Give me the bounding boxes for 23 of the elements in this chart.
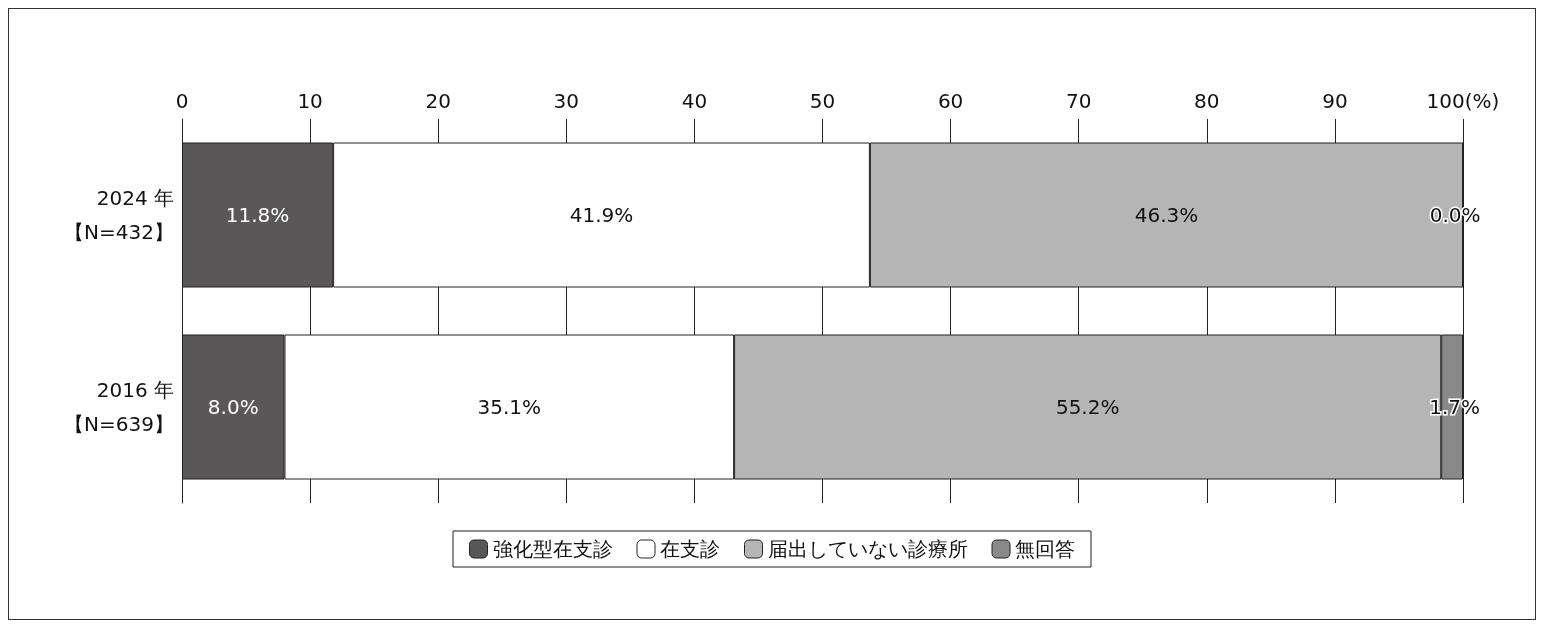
legend-label: 無回答 [1015, 537, 1075, 561]
data-label: 35.1% [477, 395, 542, 419]
x-tick-label: 0 [175, 89, 189, 113]
x-tick-label: 30 [553, 89, 580, 113]
legend-label: 在支診 [660, 537, 720, 561]
x-tick-label: 20 [425, 89, 451, 113]
x-tick-label: 10 [297, 89, 323, 113]
x-tick-label: 100(%) [1426, 89, 1500, 113]
x-tick-label: 90 [1322, 89, 1348, 113]
data-label: 11.8% [225, 203, 290, 227]
legend-label: 強化型在支診 [492, 537, 613, 561]
data-label: 46.3% [1134, 203, 1199, 227]
y-tick-label: 2016 年【N=639】 [64, 378, 174, 436]
x-tick-label: 80 [1194, 89, 1220, 113]
x-tick-label: 70 [1065, 89, 1092, 113]
x-tick-label: 40 [681, 89, 708, 113]
data-label: 55.2% [1055, 395, 1120, 419]
data-label: 8.0% [207, 395, 259, 419]
x-tick-label: 50 [809, 89, 836, 113]
y-tick-label: 2024 年【N=432】 [64, 186, 174, 244]
x-tick-label: 60 [937, 89, 964, 113]
data-label: 41.9% [569, 203, 634, 227]
legend-label: 届出していない診療所 [767, 537, 968, 561]
